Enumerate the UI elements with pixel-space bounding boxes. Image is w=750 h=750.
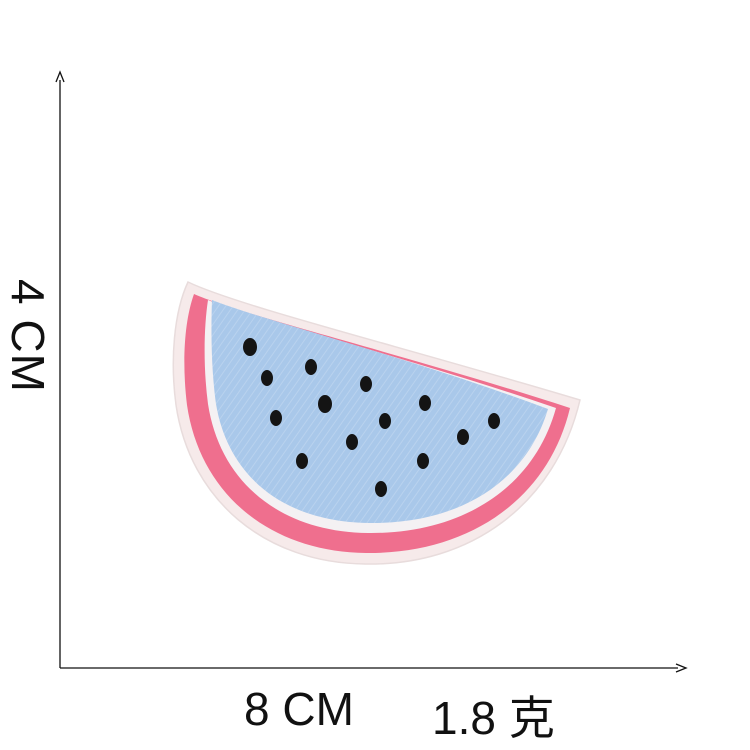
- patch-flesh-texture: [211, 300, 548, 524]
- vertical-axis-arrowhead: [55, 70, 65, 83]
- seed: [261, 370, 273, 386]
- seed: [419, 395, 431, 411]
- seed-group: [243, 338, 500, 497]
- seed: [379, 413, 391, 429]
- seed: [243, 338, 257, 356]
- horizontal-axis-arrowhead: [675, 663, 688, 673]
- seed: [270, 410, 282, 426]
- seed: [346, 434, 358, 450]
- seed: [305, 359, 317, 375]
- seed: [488, 413, 500, 429]
- bottom-labels: 8 CM 1.8 克: [0, 682, 750, 746]
- seed: [318, 395, 332, 413]
- seed: [375, 481, 387, 497]
- weight-label: 1.8 克: [432, 692, 555, 744]
- width-label: 8 CM: [244, 683, 354, 735]
- seed: [417, 453, 429, 469]
- seed: [457, 429, 469, 445]
- seed: [360, 376, 372, 392]
- seed: [296, 453, 308, 469]
